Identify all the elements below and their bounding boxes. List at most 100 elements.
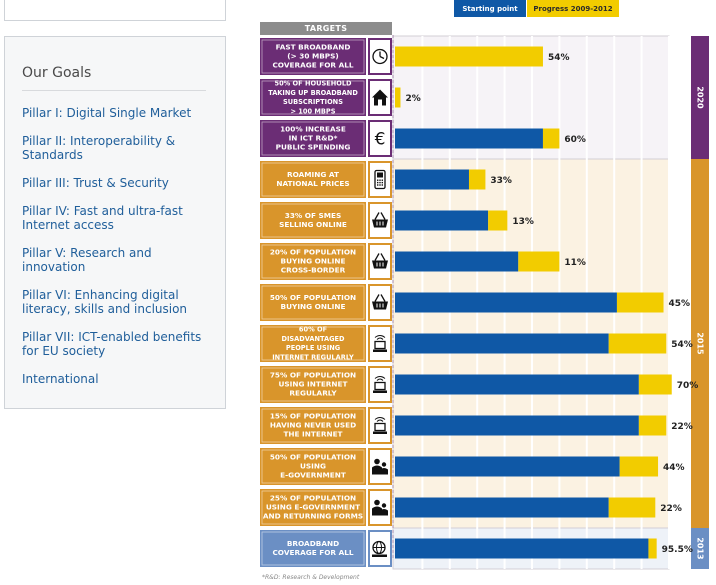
starting-bar: [395, 538, 649, 559]
citizen-icon: [372, 499, 388, 516]
progress-bar: [468, 169, 486, 190]
year-label-2013: 2013: [696, 537, 705, 559]
goals-link-international[interactable]: International: [22, 372, 99, 386]
value-label: 54%: [671, 340, 693, 350]
target-label-line: BUYING ONLINE: [281, 302, 346, 311]
year-bar-2015: [691, 159, 709, 528]
target-label-line: HAVING NEVER USED: [270, 421, 356, 430]
starting-bar: [395, 497, 609, 518]
target-label-border: [261, 162, 365, 197]
target-label-line: E-GOVERNMENT: [280, 471, 346, 480]
target-label-line: IN ICT R&D*: [289, 134, 338, 143]
value-label: 95.5%: [662, 545, 693, 555]
target-label-line: REGULARLY: [289, 389, 337, 398]
target-label-box: [260, 120, 366, 157]
target-label-box: [260, 243, 366, 280]
value-label: 33%: [490, 176, 512, 186]
starting-bar: [395, 456, 620, 477]
goals-link-pillar-1[interactable]: Pillar I: Digital Single Market: [22, 106, 192, 120]
footnote: *R&D: Research & Development: [262, 574, 360, 581]
target-label-line: (> 30 MBPS): [287, 52, 338, 61]
target-label-box: [260, 489, 366, 526]
phone-icon: [374, 169, 386, 190]
target-label-line: > 100 MBPS: [290, 107, 335, 115]
svg-text:€: €: [375, 130, 386, 150]
legend-progress: Progress 2009-2012: [527, 0, 619, 17]
icon-box-inner: [370, 409, 390, 442]
goals-title: Our Goals: [22, 65, 92, 81]
target-label-line: CROSS-BORDER: [281, 266, 346, 275]
citizen-icon: [372, 458, 388, 475]
target-label-border: [261, 531, 365, 566]
year-bar-2013: [691, 528, 709, 569]
target-label-line: ROAMING AT: [287, 170, 339, 179]
target-label-line: DISADVANTAGED: [281, 335, 345, 343]
value-label: 45%: [669, 299, 691, 309]
target-label-box: [260, 530, 366, 567]
goals-link-pillar-3[interactable]: Pillar III: Trust & Security: [22, 176, 169, 190]
value-label: 22%: [660, 504, 682, 514]
target-label-line: NATIONAL PRICES: [276, 179, 349, 188]
target-label-line: SUBSCRIPTIONS: [283, 98, 343, 106]
value-label: 44%: [663, 463, 685, 473]
progress-bar: [616, 292, 664, 313]
progress-bar: [608, 497, 656, 518]
clock-icon: [372, 48, 388, 65]
target-label-line: SELLING ONLINE: [279, 220, 347, 229]
target-label-line: 33% OF SMES: [285, 211, 342, 220]
icon-box-inner: [370, 368, 390, 401]
progress-bar: [619, 456, 659, 477]
target-label-line: BUYING ONLINE: [281, 257, 346, 266]
target-label-line: 75% OF POPULATION: [270, 370, 356, 379]
target-label-line: TAKING UP BROADBAND: [268, 89, 358, 97]
progress-bar: [395, 46, 543, 67]
target-label-line: 60% OF: [299, 326, 327, 334]
computer-wifi-icon: [373, 417, 387, 434]
progress-bar: [395, 87, 401, 108]
starting-bar: [395, 169, 469, 190]
target-label-line: USING: [300, 462, 326, 471]
value-label: 13%: [512, 217, 534, 227]
progress-bar: [648, 538, 657, 559]
goals-link-pillar-5[interactable]: Pillar V: Research and innovation: [22, 246, 152, 274]
target-label-line: BROADBAND: [287, 539, 339, 548]
target-label-box: [260, 407, 366, 444]
house-icon: [372, 89, 388, 106]
year-label-2020: 2020: [696, 86, 705, 109]
goals-divider: [22, 90, 206, 91]
goals-link-pillar-6[interactable]: Pillar VI: Enhancing digital literacy, s…: [22, 288, 188, 316]
target-label-border: [261, 285, 365, 320]
value-label: 2%: [405, 94, 420, 104]
computer-wifi-icon: [373, 376, 387, 393]
target-label-box: [260, 448, 366, 485]
targets-header: TARGETS: [260, 22, 392, 35]
target-label-box: [260, 325, 366, 362]
target-label-line: 15% OF POPULATION: [270, 411, 356, 420]
target-label-border: [261, 326, 365, 361]
progress-bar: [488, 210, 508, 231]
legend-starting-point: Starting point: [454, 0, 526, 17]
goals-link-pillar-4[interactable]: Pillar IV: Fast and ultra-fast Internet …: [22, 204, 183, 232]
progress-bar: [638, 374, 672, 395]
target-label-line: 20% OF POPULATION: [270, 247, 356, 256]
target-label-line: FAST BROADBAND: [276, 42, 351, 51]
target-label-line: 50% OF POPULATION: [270, 293, 356, 302]
goals-link-pillar-2[interactable]: Pillar II: Interoperability & Standards: [22, 134, 176, 162]
target-label-border: [261, 490, 365, 525]
target-label-box: [260, 202, 366, 239]
goals-link-pillar-7[interactable]: Pillar VII: ICT-enabled benefits for EU …: [22, 330, 202, 358]
target-label-line: USING E-GOVERNMENT: [266, 503, 360, 512]
target-label-line: THE INTERNET: [283, 430, 342, 439]
target-label-line: 50% OF POPULATION: [270, 452, 356, 461]
euro-icon: €: [375, 130, 386, 150]
globe-icon: [372, 540, 387, 557]
target-label-border: [261, 203, 365, 238]
target-label-line: PUBLIC SPENDING: [276, 143, 351, 152]
target-label-border: [261, 244, 365, 279]
starting-bar: [395, 128, 543, 149]
target-label-border: [261, 408, 365, 443]
value-label: 54%: [548, 53, 570, 63]
starting-bar: [395, 415, 639, 436]
